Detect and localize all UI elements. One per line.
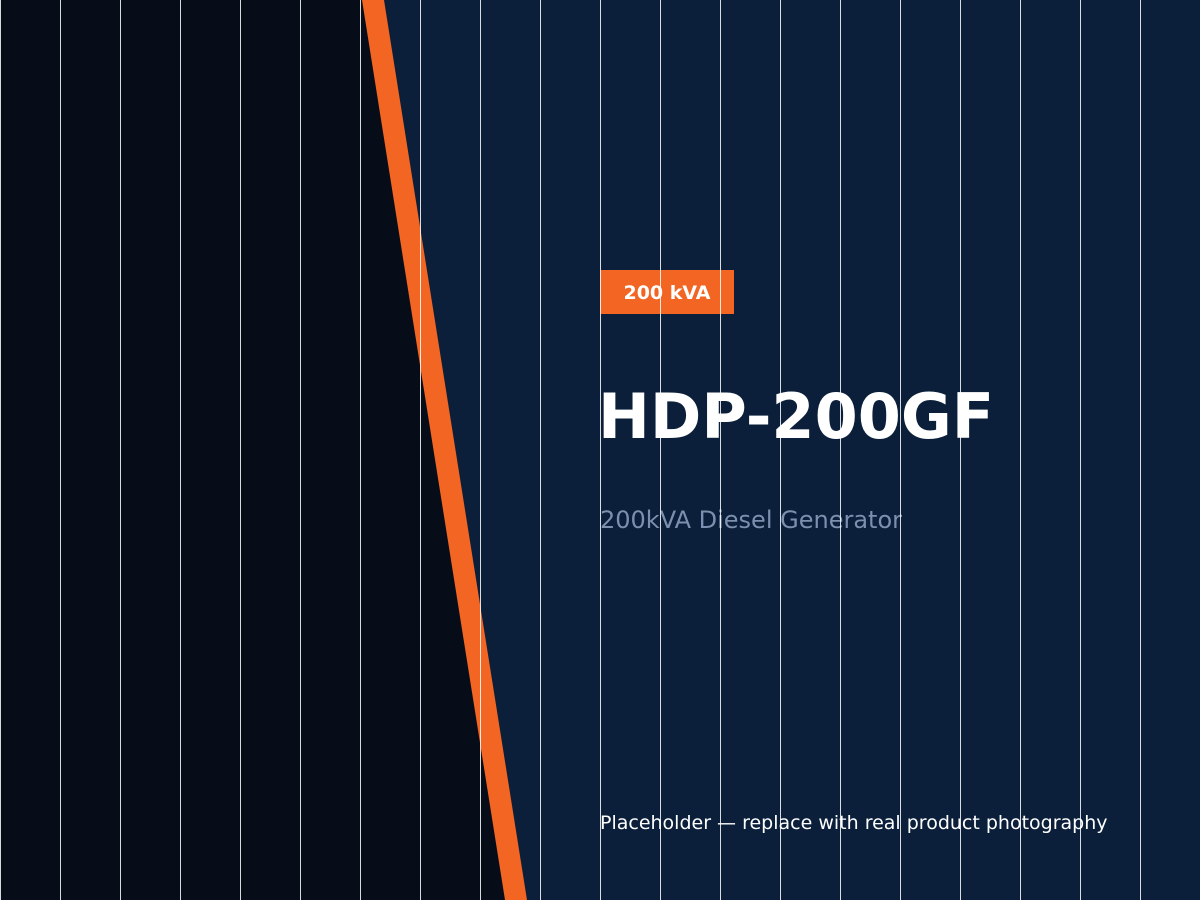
dark-panel: [0, 0, 516, 900]
placeholder-note: Placeholder — replace with real product …: [600, 812, 1108, 834]
accent-stripe: [362, 0, 527, 900]
product-subtitle: 200kVA Diesel Generator: [600, 506, 902, 534]
product-title: HDP-200GF: [598, 380, 994, 453]
badge-text: 200 kVA: [623, 282, 710, 304]
badge-box: [600, 270, 734, 314]
vertical-lines: [0, 0, 1141, 900]
